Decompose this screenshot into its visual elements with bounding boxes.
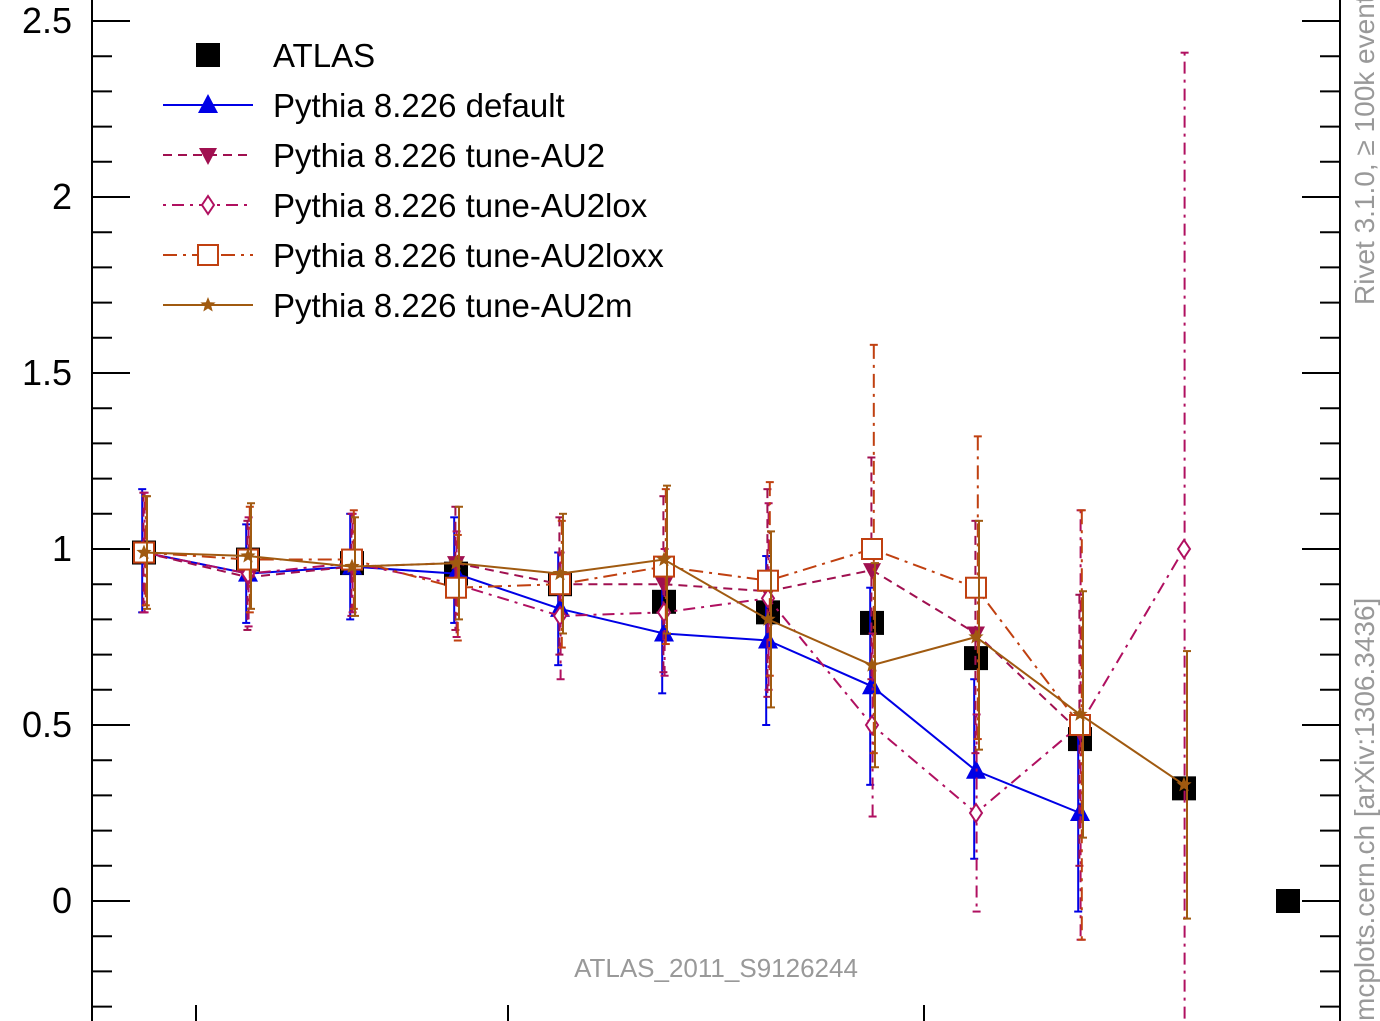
series-0: [132, 540, 1300, 913]
data-point: [861, 538, 883, 560]
data-point: [197, 244, 219, 266]
legend-label: Pythia 8.226 tune-AU2loxx: [273, 237, 664, 274]
data-point: [344, 558, 360, 574]
data-point: [448, 555, 464, 570]
legend-label: Pythia 8.226 tune-AU2lox: [273, 187, 648, 224]
data-point: [198, 94, 218, 113]
data-point: [549, 573, 571, 596]
data-point: [1176, 776, 1192, 792]
data-point: [965, 576, 987, 599]
data-point: [199, 148, 217, 165]
legend: ATLAS Pythia 8.226 default Pythia 8.226 tu…: [163, 37, 664, 324]
series-line: [143, 551, 1081, 733]
y-tick-label: 0: [52, 880, 72, 921]
series-2: [135, 456, 1089, 867]
series-line: [143, 547, 1081, 726]
data-point: [196, 43, 220, 67]
data-point: [757, 569, 779, 592]
rivet-side-label: Rivet 3.1.0, ≥ 100k events: [1349, 0, 1380, 305]
series-1: [134, 488, 1090, 913]
y-tick-label: 2.5: [22, 0, 72, 41]
legend-label: Pythia 8.226 tune-AU2m: [273, 287, 633, 324]
legend-label: Pythia 8.226 tune-AU2: [273, 137, 605, 174]
plot-frame: [91, 0, 1341, 1021]
legend-item: Pythia 8.226 tune-AU2m: [163, 287, 633, 324]
data-point: [864, 714, 880, 736]
legend-item: Pythia 8.226 tune-AU2: [163, 137, 605, 174]
analysis-annotation: ATLAS_2011_S9126244: [574, 953, 858, 983]
legend-item: Pythia 8.226 default: [163, 87, 565, 124]
series-4: [133, 343, 1091, 941]
data-point: [968, 802, 984, 824]
data-point: [552, 565, 568, 581]
legend-item: Pythia 8.226 tune-AU2lox: [163, 187, 648, 224]
legend-label: ATLAS: [273, 37, 375, 74]
data-point: [1072, 706, 1088, 721]
y-tick-label: 1: [52, 528, 72, 569]
series-layer: [132, 51, 1300, 1021]
data-point: [864, 657, 880, 672]
legend-label: Pythia 8.226 default: [273, 87, 565, 124]
data-point: [862, 675, 882, 695]
y-axis-ticks: 0 0.5 1 1.5 2 2.5: [22, 0, 1340, 1008]
data-point: [1276, 889, 1300, 913]
data-point: [760, 611, 776, 626]
data-point: [656, 551, 672, 566]
data-point: [200, 297, 216, 312]
y-tick-label: 1.5: [22, 352, 72, 393]
series-5: [136, 484, 1192, 920]
legend-item: ATLAS: [196, 37, 375, 74]
legend-item: Pythia 8.226 tune-AU2loxx: [163, 237, 664, 274]
data-point: [240, 548, 256, 563]
x-axis-ticks: [195, 1005, 1341, 1021]
data-point: [136, 544, 152, 559]
mcplots-side-label: mcplots.cern.ch [arXiv:1306.3436]: [1349, 598, 1380, 1021]
y-tick-label: 2: [52, 176, 72, 217]
data-point: [1176, 538, 1192, 560]
data-point: [863, 563, 881, 581]
data-point: [445, 576, 467, 599]
y-tick-label: 0.5: [22, 704, 72, 745]
data-point: [200, 194, 216, 216]
series-line: [143, 551, 1081, 814]
data-point: [968, 629, 984, 644]
